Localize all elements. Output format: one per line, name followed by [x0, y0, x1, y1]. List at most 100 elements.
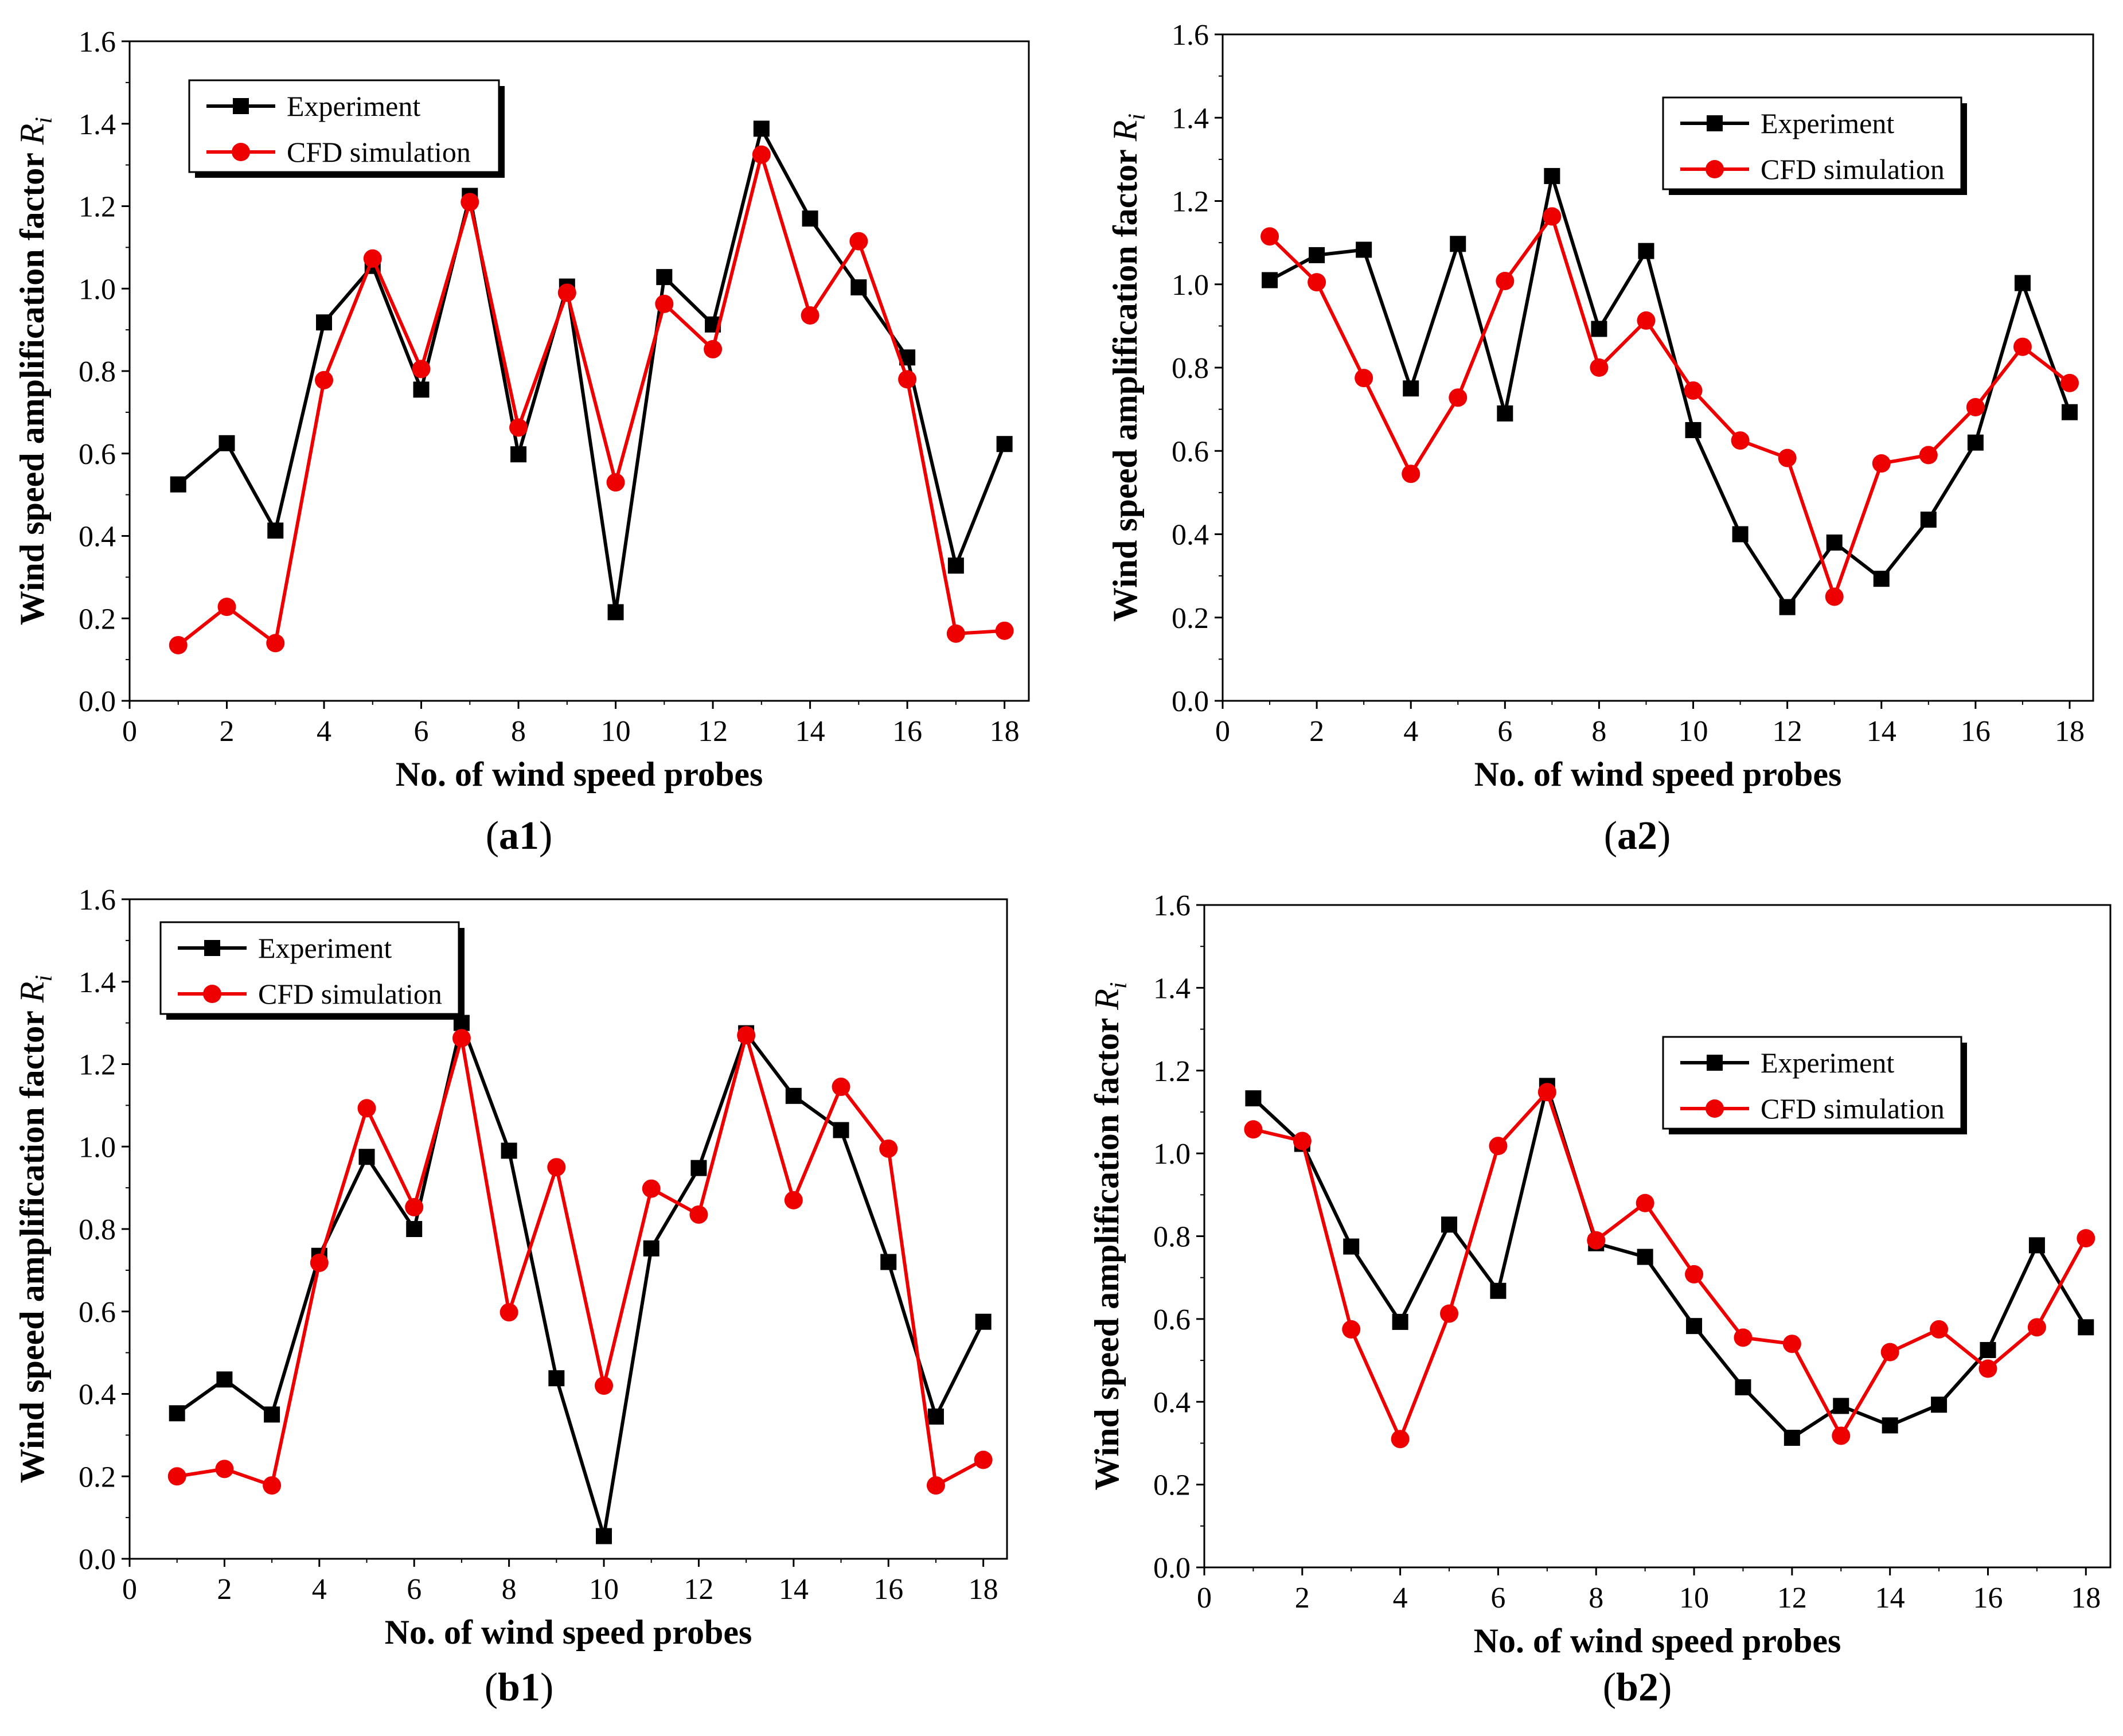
cfd-point-2	[215, 1460, 234, 1478]
cfd-point-11	[1731, 431, 1750, 450]
cfd-point-10	[1684, 381, 1703, 400]
experiment-point-1	[169, 1405, 185, 1422]
y-tick-label: 1.2	[1153, 1055, 1191, 1088]
cfd-point-13	[1825, 587, 1844, 606]
cfd-point-9	[1637, 311, 1656, 330]
x-axis-label: No. of wind speed probes	[396, 755, 763, 793]
cfd-point-1	[169, 635, 188, 654]
experiment-point-15	[1920, 512, 1937, 528]
cfd-point-2	[217, 598, 236, 617]
experiment-point-17	[2028, 1237, 2045, 1254]
x-tick-label: 4	[317, 715, 331, 748]
cfd-point-8	[1590, 358, 1609, 377]
x-tick-label: 2	[1309, 715, 1324, 748]
legend: Experiment CFD simulation	[1662, 1036, 1967, 1134]
cfd-point-14	[1872, 454, 1891, 473]
cfd-point-8	[499, 1303, 518, 1322]
x-tick-label: 12	[1777, 1582, 1807, 1614]
legend-label: CFD simulation	[258, 978, 442, 1010]
y-tick-label: 0.4	[79, 521, 116, 553]
experiment-point-9	[548, 1370, 565, 1387]
experiment-point-1	[1245, 1090, 1262, 1107]
x-tick-label: 12	[684, 1573, 713, 1606]
experiment-point-10	[596, 1528, 612, 1544]
y-tick-label: 1.4	[79, 966, 116, 999]
experiment-point-16	[880, 1254, 897, 1270]
y-axis: 0.0 0.2 0.4 0.6 0.8 1.0 1.2 1.4 1.6	[79, 26, 130, 718]
x-tick-label: 10	[601, 715, 631, 748]
legend-marker	[233, 98, 249, 114]
cfd-point-18	[995, 621, 1014, 640]
x-tick-label: 0	[1197, 1582, 1212, 1614]
experiment-point-14	[1873, 571, 1890, 587]
experiment-point-13	[753, 120, 770, 137]
experiment-point-6	[413, 381, 430, 398]
cfd-point-15	[1930, 1320, 1949, 1339]
experiment-point-11	[656, 269, 673, 286]
experiment-point-15	[833, 1122, 849, 1138]
cfd-point-10	[606, 473, 625, 492]
panel-label: (a1)	[486, 814, 553, 858]
y-tick-label: 1.4	[1153, 972, 1191, 1005]
y-tick-label: 0.2	[79, 1461, 116, 1493]
x-tick-label: 14	[1867, 715, 1896, 748]
y-tick-label: 0.2	[79, 603, 116, 635]
plot-frame	[1203, 904, 2112, 1569]
series-line	[177, 1028, 985, 1488]
experiment-point-11	[643, 1240, 659, 1257]
legend: Experiment CFD simulation	[1662, 96, 1967, 195]
y-tick-label: 0.0	[1153, 1552, 1191, 1585]
experiment-point-9	[1637, 1249, 1653, 1265]
experiment-point-6	[1497, 405, 1513, 422]
y-axis-label: Wind speed amplification factor Ri	[13, 975, 57, 1483]
cfd-point-6	[405, 1197, 424, 1216]
series-cfd-simulation	[1244, 1083, 2095, 1449]
cfd-point-15	[1919, 446, 1938, 465]
x-tick-label: 16	[1973, 1582, 2003, 1614]
cfd-point-6	[412, 360, 431, 379]
cfd-point-18	[2077, 1229, 2095, 1248]
y-tick-label: 1.0	[1172, 269, 1209, 302]
experiment-point-6	[406, 1221, 423, 1237]
cfd-point-11	[1734, 1328, 1753, 1347]
cfd-point-2	[1293, 1132, 1312, 1150]
experiment-point-18	[2078, 1319, 2094, 1336]
cfd-point-13	[737, 1026, 756, 1045]
x-tick-label: 10	[1679, 715, 1708, 748]
cfd-point-1	[167, 1467, 186, 1486]
cfd-point-5	[357, 1099, 376, 1118]
experiment-point-13	[1833, 1398, 1849, 1414]
y-tick-label: 0.6	[79, 1296, 116, 1329]
cfd-point-17	[946, 624, 965, 643]
experiment-point-2	[218, 435, 235, 451]
x-tick-label: 8	[511, 715, 526, 748]
cfd-point-3	[1355, 369, 1373, 388]
x-tick-label: 12	[698, 715, 728, 748]
experiment-point-3	[1343, 1238, 1360, 1255]
experiment-point-7	[1544, 167, 1560, 184]
experiment-point-6	[1490, 1282, 1507, 1299]
series-line	[1269, 175, 2071, 610]
x-axis-label: No. of wind speed probes	[1474, 755, 1842, 793]
cfd-point-8	[1587, 1231, 1606, 1250]
x-axis-label: No. of wind speed probes	[1474, 1622, 1841, 1660]
x-tick-label: 10	[589, 1573, 619, 1606]
cfd-point-7	[1537, 1083, 1556, 1102]
experiment-point-17	[947, 557, 964, 574]
cfd-point-9	[557, 283, 576, 302]
legend-label: Experiment	[258, 932, 392, 964]
cfd-point-3	[266, 634, 285, 653]
x-tick-label: 16	[1961, 715, 1991, 748]
y-tick-label: 1.6	[79, 26, 116, 58]
experiment-point-14	[1882, 1417, 1898, 1434]
legend: Experiment CFD simulation	[159, 921, 465, 1020]
y-tick-label: 1.4	[1172, 102, 1209, 135]
experiment-point-9	[1638, 243, 1654, 259]
series-experiment	[1262, 167, 2078, 615]
y-tick-label: 0.8	[79, 1214, 116, 1246]
chart-b1: 0 2 4 6 8 10 12 14 16 18 0.0 0.2 0.4 0.6 0.8 1.0 1.2 1.4 1…	[13, 884, 1008, 1710]
y-tick-label: 1.0	[79, 1131, 116, 1164]
experiment-point-2	[216, 1371, 233, 1388]
y-tick-label: 0.4	[1172, 519, 1209, 552]
experiment-point-4	[1392, 1313, 1408, 1330]
